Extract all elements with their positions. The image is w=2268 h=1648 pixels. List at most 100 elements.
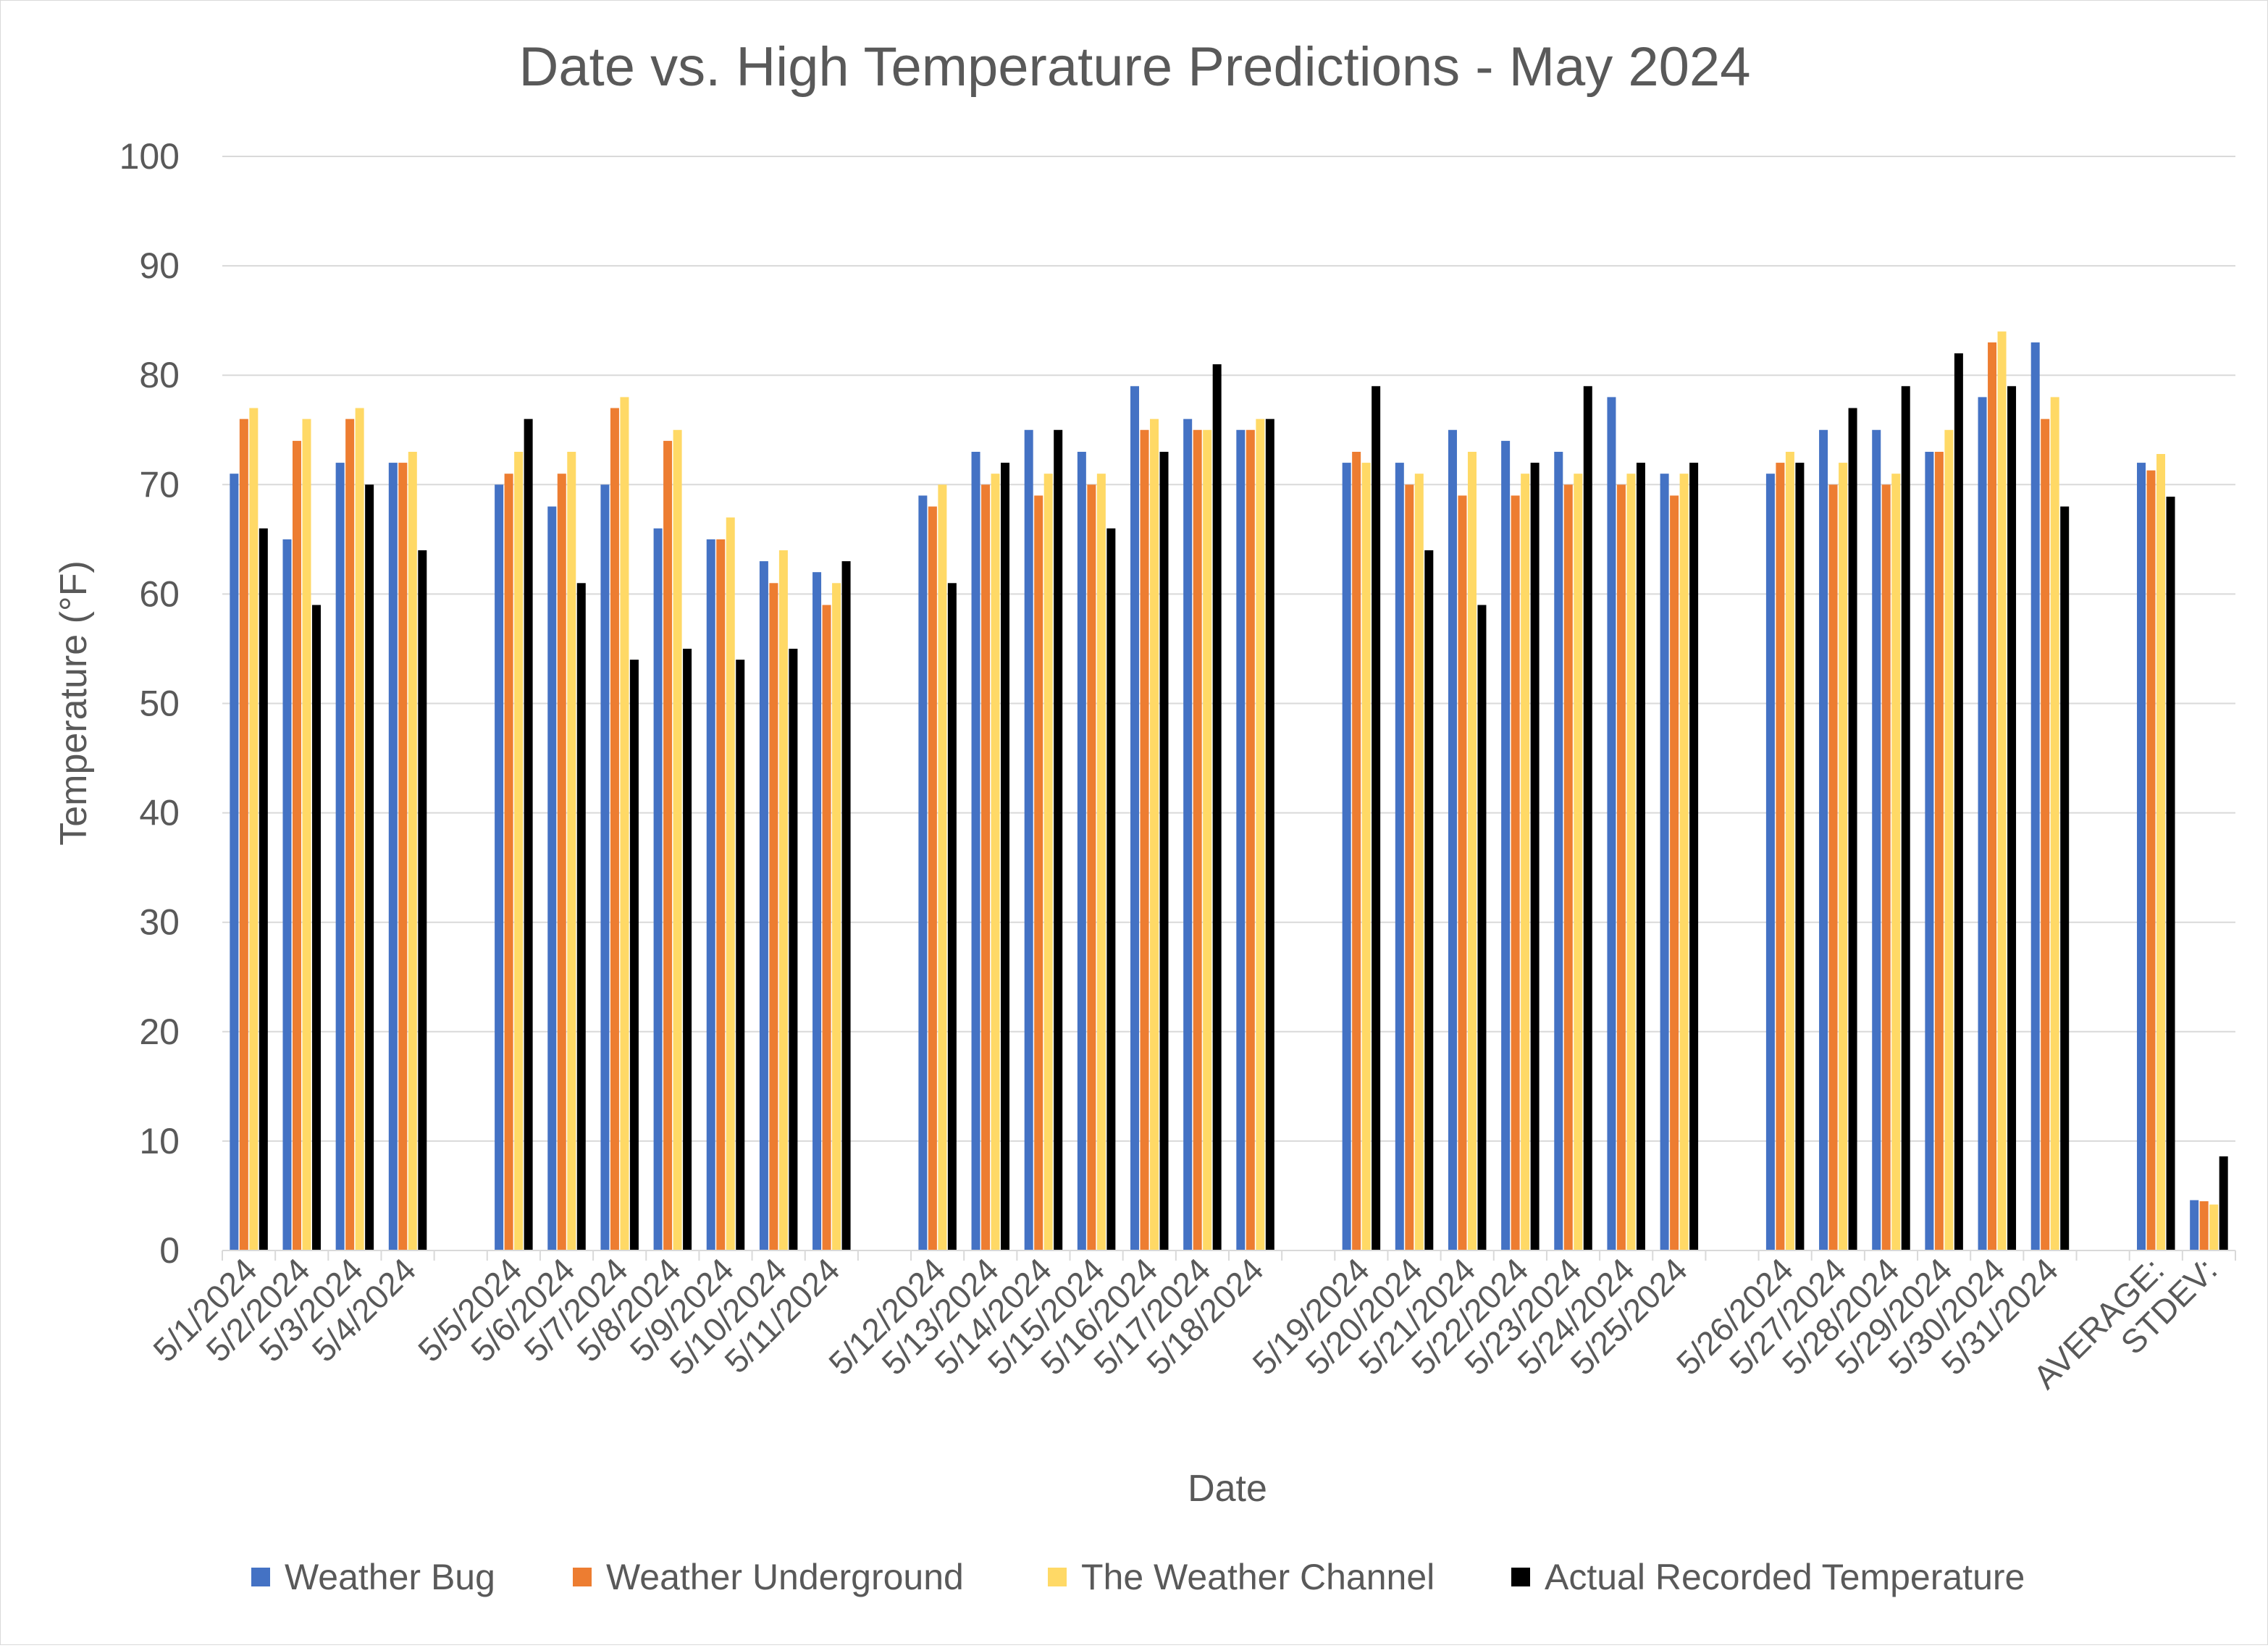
bar-weather-underground	[1140, 429, 1149, 1250]
bar-actual-recorded-temperature	[841, 561, 851, 1250]
y-tick-label: 0	[159, 1230, 180, 1271]
bar-actual-recorded-temperature	[1212, 364, 1222, 1251]
bar-weather-bug	[812, 572, 822, 1250]
bar-the-weather-channel	[2156, 453, 2166, 1251]
bar-the-weather-channel	[2050, 397, 2059, 1251]
bar-the-weather-channel	[1203, 429, 1212, 1250]
bar-weather-underground	[1563, 484, 1573, 1250]
bar-the-weather-channel	[1467, 451, 1477, 1250]
bar-weather-underground	[1034, 495, 1043, 1251]
bar-weather-bug	[1554, 451, 1563, 1250]
bar-weather-underground	[769, 583, 778, 1250]
bar-the-weather-channel	[1361, 463, 1371, 1250]
legend: Weather Bug Weather Underground The Weathe…	[251, 1557, 2025, 1597]
bar-weather-bug	[547, 506, 557, 1250]
bar-weather-bug	[759, 561, 768, 1250]
bar-weather-underground	[1511, 495, 1520, 1251]
legend-label: Weather Underground	[606, 1557, 964, 1597]
bar-weather-bug	[282, 539, 292, 1250]
bar-actual-recorded-temperature	[629, 660, 639, 1250]
bar-the-weather-channel	[778, 550, 788, 1250]
bar-weather-underground	[2041, 419, 2050, 1250]
bar-the-weather-channel	[673, 429, 682, 1250]
bar-actual-recorded-temperature	[418, 550, 427, 1250]
bar-weather-bug	[388, 463, 398, 1250]
bar-actual-recorded-temperature	[1001, 463, 1010, 1250]
bar-weather-underground	[981, 484, 991, 1250]
bar-actual-recorded-temperature	[2166, 496, 2175, 1250]
bar-weather-bug	[1819, 429, 1828, 1250]
bar-weather-underground	[292, 440, 301, 1250]
y-axis-title: Temperature (°F)	[53, 560, 95, 846]
bar-weather-underground	[1405, 484, 1414, 1250]
bar-actual-recorded-temperature	[576, 583, 586, 1250]
bar-weather-underground	[1193, 429, 1202, 1250]
bar-actual-recorded-temperature	[1901, 386, 1910, 1250]
bar-weather-bug	[1183, 419, 1193, 1250]
bar-weather-underground	[610, 408, 619, 1250]
bar-actual-recorded-temperature	[259, 528, 268, 1250]
x-axis-title: Date	[1188, 1468, 1267, 1510]
bar-actual-recorded-temperature	[311, 605, 321, 1250]
y-tick-label: 80	[139, 355, 180, 395]
bar-actual-recorded-temperature	[1530, 463, 1540, 1250]
bar-weather-bug	[1872, 429, 1881, 1250]
bar-weather-bug	[706, 539, 715, 1250]
y-tick-label: 90	[139, 245, 180, 286]
y-tick-label: 50	[139, 684, 180, 724]
bar-weather-bug	[1342, 463, 1351, 1250]
bar-actual-recorded-temperature	[1954, 353, 1963, 1251]
bar-the-weather-channel	[514, 451, 524, 1250]
bar-the-weather-channel	[2209, 1204, 2219, 1250]
bar-actual-recorded-temperature	[1636, 463, 1645, 1250]
bar-actual-recorded-temperature	[365, 484, 374, 1250]
bar-the-weather-channel	[1997, 331, 2007, 1250]
bar-actual-recorded-temperature	[736, 660, 745, 1250]
bars	[230, 331, 2228, 1251]
bar-weather-underground	[1087, 484, 1096, 1250]
bar-actual-recorded-temperature	[1583, 386, 1592, 1250]
bar-actual-recorded-temperature	[524, 419, 533, 1250]
bar-weather-bug	[1448, 429, 1457, 1250]
bar-weather-bug	[1024, 429, 1033, 1250]
bar-actual-recorded-temperature	[2060, 506, 2070, 1250]
bar-the-weather-channel	[302, 419, 311, 1250]
y-tick-label: 40	[139, 793, 180, 833]
bar-the-weather-channel	[1626, 474, 1636, 1251]
bar-weather-underground	[663, 440, 673, 1250]
bar-the-weather-channel	[1891, 474, 1901, 1251]
legend-label: Weather Bug	[285, 1557, 495, 1597]
bar-weather-bug	[1236, 429, 1246, 1250]
bar-the-weather-channel	[1839, 463, 1848, 1250]
y-tick-label: 70	[139, 464, 180, 505]
legend-label: Actual Recorded Temperature	[1545, 1557, 2025, 1597]
bar-weather-bug	[918, 495, 928, 1251]
y-tick-label: 30	[139, 902, 180, 943]
bar-weather-underground	[557, 474, 566, 1251]
bar-weather-bug	[2137, 463, 2146, 1250]
bar-the-weather-channel	[1521, 474, 1530, 1251]
bar-weather-bug	[2190, 1200, 2199, 1250]
bar-actual-recorded-temperature	[1689, 463, 1699, 1250]
bar-the-weather-channel	[1944, 429, 1954, 1250]
legend-label: The Weather Channel	[1081, 1557, 1435, 1597]
bar-weather-underground	[1616, 484, 1626, 1250]
bar-actual-recorded-temperature	[1424, 550, 1434, 1250]
bar-the-weather-channel	[1785, 451, 1794, 1250]
bar-the-weather-channel	[832, 583, 841, 1250]
bar-the-weather-channel	[1150, 419, 1159, 1250]
bar-actual-recorded-temperature	[1159, 451, 1169, 1250]
bar-weather-underground	[504, 474, 513, 1251]
bar-weather-bug	[335, 463, 345, 1250]
y-tick-label: 10	[139, 1121, 180, 1161]
bar-weather-underground	[2146, 470, 2156, 1250]
bar-the-weather-channel	[1096, 474, 1106, 1251]
bar-the-weather-channel	[620, 397, 629, 1251]
bar-the-weather-channel	[991, 474, 1000, 1251]
bar-weather-bug	[1660, 474, 1669, 1251]
bar-weather-bug	[1395, 463, 1404, 1250]
bar-weather-underground	[1776, 463, 1785, 1250]
bar-weather-underground	[345, 419, 355, 1250]
